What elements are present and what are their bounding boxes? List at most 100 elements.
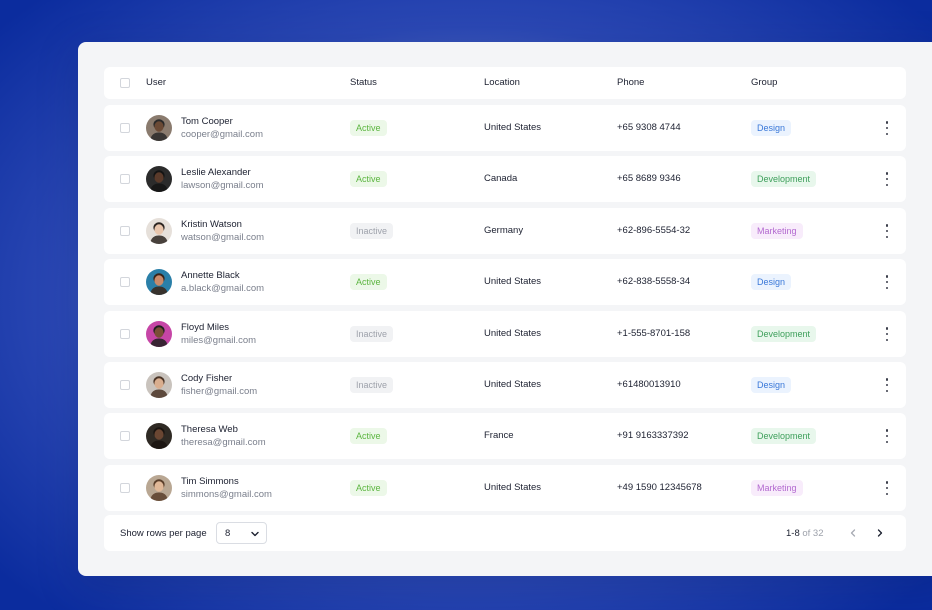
table-footer: Show rows per page 8 1-8 of 32	[104, 515, 906, 551]
column-header-group[interactable]: Group	[751, 77, 778, 88]
previous-page-button[interactable]	[847, 526, 859, 540]
status-badge: Inactive	[350, 223, 394, 239]
user-email: theresa@gmail.com	[181, 437, 266, 448]
user-email: watson@gmail.com	[181, 232, 265, 243]
avatar	[146, 269, 172, 295]
rows-per-page-label: Show rows per page	[120, 528, 207, 539]
avatar-image	[146, 166, 172, 192]
more-vertical-icon[interactable]	[883, 224, 891, 238]
avatar	[146, 372, 172, 398]
more-vertical-icon[interactable]	[883, 327, 891, 341]
phone-cell: +91 9163337392	[617, 430, 689, 441]
avatar	[146, 166, 172, 192]
row-checkbox[interactable]	[120, 329, 130, 339]
avatar	[146, 423, 172, 449]
user-email: cooper@gmail.com	[181, 129, 263, 140]
row-checkbox[interactable]	[120, 277, 130, 287]
group-badge: Design	[751, 377, 792, 393]
phone-cell: +62-896-5554-32	[617, 225, 691, 236]
more-vertical-icon[interactable]	[883, 481, 891, 495]
group-badge: Development	[751, 171, 817, 187]
row-checkbox[interactable]	[120, 226, 130, 236]
chevron-left-icon	[850, 529, 856, 537]
avatar-image	[146, 269, 172, 295]
table-row[interactable]: Tom Cooper cooper@gmail.com Active United S…	[104, 105, 906, 151]
next-page-button[interactable]	[874, 526, 886, 540]
avatar-image	[146, 475, 172, 501]
pagination-range: 1-8 of 32	[786, 528, 824, 539]
select-all-checkbox[interactable]	[120, 78, 130, 88]
status-badge: Active	[350, 480, 387, 496]
avatar	[146, 475, 172, 501]
phone-cell: +1-555-8701-158	[617, 328, 691, 339]
table-row[interactable]: Leslie Alexander lawson@gmail.com Active Ca…	[104, 156, 906, 202]
pagination-range-value: 1-8	[786, 528, 800, 539]
status-badge: Active	[350, 120, 387, 136]
user-email: fisher@gmail.com	[181, 386, 258, 397]
user-email: lawson@gmail.com	[181, 180, 264, 191]
table-row[interactable]: Floyd Miles miles@gmail.com Inactive United…	[104, 311, 906, 357]
column-header-user[interactable]: User	[146, 77, 167, 88]
status-badge: Inactive	[350, 377, 394, 393]
status-badge: Active	[350, 171, 387, 187]
more-vertical-icon[interactable]	[883, 172, 891, 186]
location-cell: Germany	[484, 225, 524, 236]
group-badge: Development	[751, 428, 817, 444]
table-row[interactable]: Tim Simmons simmons@gmail.com Active United…	[104, 465, 906, 511]
avatar-image	[146, 423, 172, 449]
user-email: miles@gmail.com	[181, 335, 257, 346]
chevron-down-icon	[251, 531, 259, 537]
table-row[interactable]: Cody Fisher fisher@gmail.com Inactive Unite…	[104, 362, 906, 408]
table-row[interactable]: Theresa Web theresa@gmail.com Active France…	[104, 413, 906, 459]
group-badge: Design	[751, 274, 792, 290]
rows-per-page-select[interactable]: 8	[216, 522, 267, 544]
row-checkbox[interactable]	[120, 431, 130, 441]
table-header: User Status Location Phone Group	[104, 67, 906, 99]
user-name: Theresa Web	[181, 424, 238, 435]
column-header-location[interactable]: Location	[484, 77, 520, 88]
phone-cell: +62-838-5558-34	[617, 276, 691, 287]
row-checkbox[interactable]	[120, 380, 130, 390]
column-header-phone[interactable]: Phone	[617, 77, 645, 88]
location-cell: France	[484, 430, 514, 441]
group-badge: Marketing	[751, 480, 803, 496]
avatar	[146, 218, 172, 244]
avatar	[146, 115, 172, 141]
more-vertical-icon[interactable]	[883, 429, 891, 443]
user-name: Tom Cooper	[181, 116, 233, 127]
location-cell: United States	[484, 379, 542, 390]
avatar-image	[146, 372, 172, 398]
table-row[interactable]: Kristin Watson watson@gmail.com Inactive Ge…	[104, 208, 906, 254]
user-name: Leslie Alexander	[181, 167, 251, 178]
column-header-status[interactable]: Status	[350, 77, 377, 88]
row-checkbox[interactable]	[120, 174, 130, 184]
table-row[interactable]: Annette Black a.black@gmail.com Active Unit…	[104, 259, 906, 305]
pagination-total: of 32	[799, 528, 824, 539]
user-name: Cody Fisher	[181, 373, 233, 384]
avatar-image	[146, 321, 172, 347]
status-badge: Active	[350, 428, 387, 444]
location-cell: United States	[484, 276, 542, 287]
group-badge: Marketing	[751, 223, 803, 239]
user-name: Floyd Miles	[181, 322, 230, 333]
more-vertical-icon[interactable]	[883, 121, 891, 135]
avatar-image	[146, 115, 172, 141]
users-table-panel: User Status Location Phone Group Tom Coo…	[78, 42, 932, 576]
row-checkbox[interactable]	[120, 483, 130, 493]
user-email: simmons@gmail.com	[181, 489, 272, 500]
phone-cell: +65 8689 9346	[617, 173, 681, 184]
chevron-right-icon	[877, 529, 883, 537]
status-badge: Inactive	[350, 326, 394, 342]
more-vertical-icon[interactable]	[883, 378, 891, 392]
group-badge: Development	[751, 326, 817, 342]
location-cell: Canada	[484, 173, 518, 184]
avatar	[146, 321, 172, 347]
row-checkbox[interactable]	[120, 123, 130, 133]
phone-cell: +61480013910	[617, 379, 681, 390]
user-name: Annette Black	[181, 270, 240, 281]
phone-cell: +49 1590 12345678	[617, 482, 702, 493]
rows-per-page-value: 8	[225, 528, 231, 539]
more-vertical-icon[interactable]	[883, 275, 891, 289]
user-email: a.black@gmail.com	[181, 283, 265, 294]
avatar-image	[146, 218, 172, 244]
